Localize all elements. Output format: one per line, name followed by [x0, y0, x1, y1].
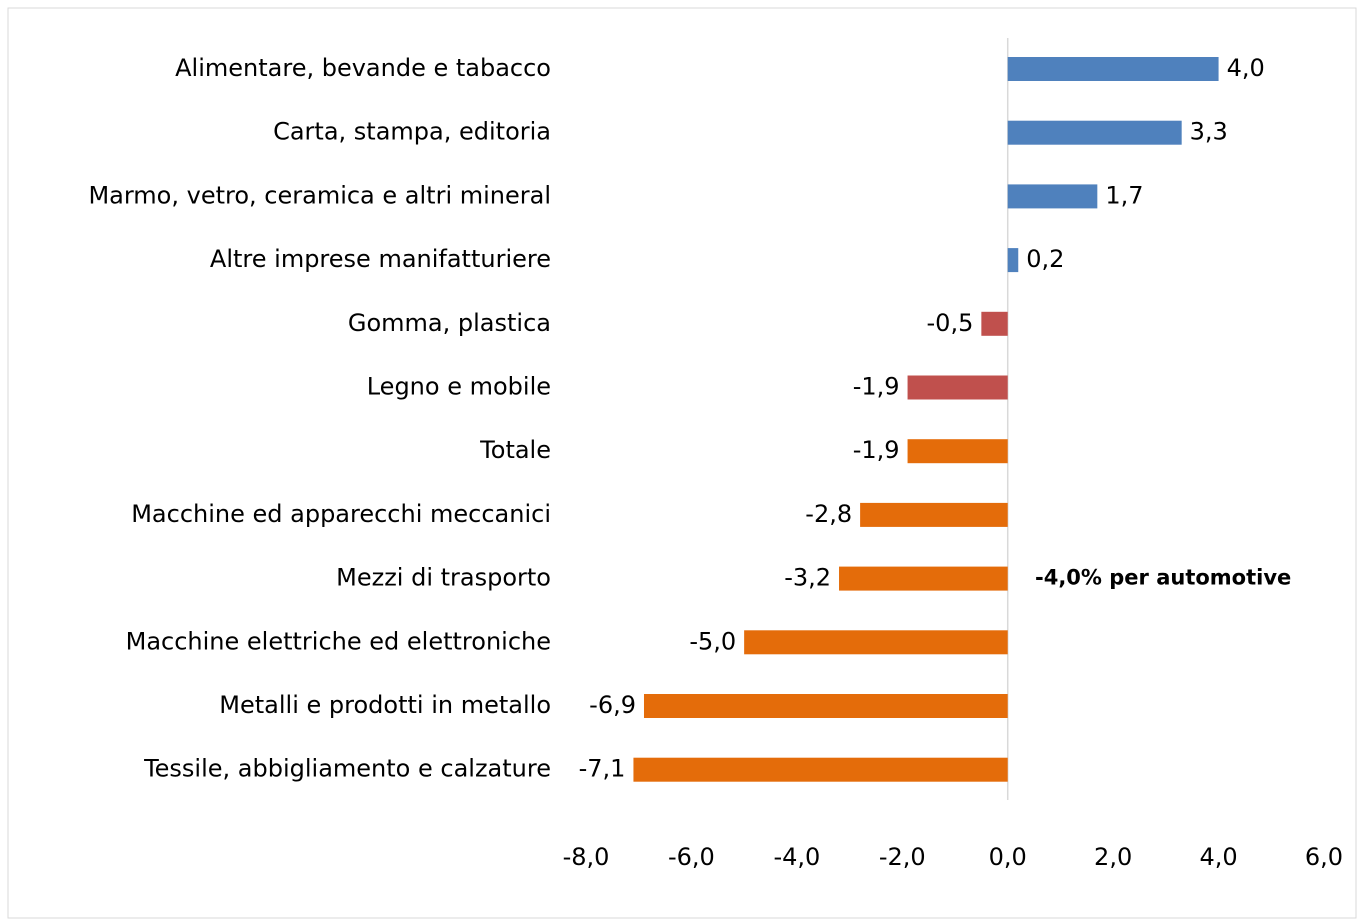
data-label: 0,2 — [1026, 245, 1064, 273]
y-tick-label: Tessile, abbigliamento e calzature — [143, 755, 551, 783]
data-label: -0,5 — [927, 309, 974, 337]
x-tick-label: -8,0 — [563, 843, 610, 871]
x-tick-label: 2,0 — [1094, 843, 1132, 871]
data-label: -7,1 — [579, 755, 626, 783]
y-tick-label: Macchine ed apparecchi meccanici — [131, 500, 551, 528]
data-label: -2,8 — [805, 500, 852, 528]
data-label: 1,7 — [1105, 181, 1143, 209]
bar — [633, 757, 1008, 782]
data-label: -3,2 — [784, 564, 831, 592]
bar — [1007, 184, 1098, 209]
data-label: -5,0 — [689, 627, 736, 655]
y-tick-label: Marmo, vetro, ceramica e altri mineral — [88, 181, 551, 209]
x-tick-label: -6,0 — [668, 843, 715, 871]
bar — [860, 502, 1008, 527]
annotation: -4,0% per automotive — [1035, 566, 1291, 590]
y-tick-label: Altre imprese manifatturiere — [210, 245, 551, 273]
y-tick-label: Metalli e prodotti in metallo — [219, 691, 551, 719]
bar — [643, 694, 1008, 718]
bar — [1007, 248, 1019, 273]
bar — [981, 311, 1008, 336]
y-tick-label: Gomma, plastica — [348, 309, 551, 337]
x-tick-label: -4,0 — [773, 843, 820, 871]
y-tick-label: Legno e mobile — [367, 373, 551, 401]
data-label: -6,9 — [589, 691, 636, 719]
y-tick-label: Macchine elettriche ed elettroniche — [126, 627, 551, 655]
y-tick-label: Carta, stampa, editoria — [273, 118, 551, 146]
data-label: -1,9 — [853, 436, 900, 464]
data-label: 4,0 — [1227, 54, 1265, 82]
bar — [907, 439, 1008, 464]
x-tick-label: -2,0 — [879, 843, 926, 871]
bar — [839, 566, 1008, 591]
bar — [1007, 120, 1182, 145]
data-label: -1,9 — [853, 373, 900, 401]
bar — [907, 375, 1008, 400]
y-tick-label: Totale — [479, 436, 551, 464]
y-tick-label: Alimentare, bevande e tabacco — [175, 54, 551, 82]
bar — [744, 630, 1008, 655]
bar — [1007, 57, 1219, 81]
x-tick-label: 0,0 — [989, 843, 1027, 871]
y-tick-label: Mezzi di trasporto — [336, 564, 551, 592]
data-label: 3,3 — [1190, 118, 1228, 146]
x-tick-label: 4,0 — [1199, 843, 1237, 871]
x-tick-label: 6,0 — [1305, 843, 1343, 871]
